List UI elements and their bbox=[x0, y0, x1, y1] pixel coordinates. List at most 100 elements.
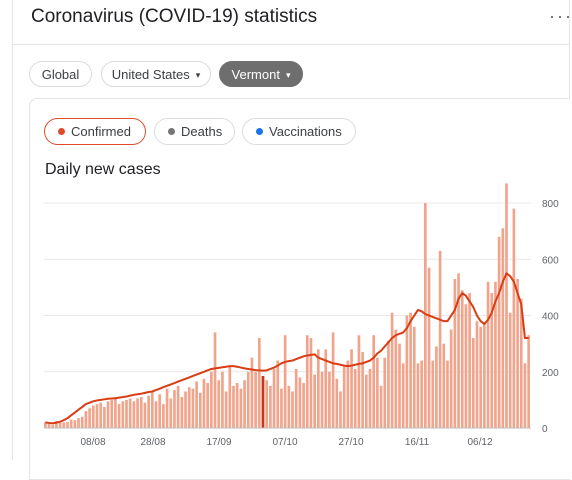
bar bbox=[350, 349, 353, 428]
bar bbox=[143, 402, 147, 428]
location-chip-label: Global bbox=[41, 67, 80, 82]
bar bbox=[379, 385, 383, 428]
bar bbox=[431, 360, 435, 428]
bar bbox=[62, 422, 66, 428]
bar bbox=[224, 391, 228, 428]
bar bbox=[420, 360, 423, 428]
bar bbox=[424, 203, 427, 428]
y-tick-label: 800 bbox=[542, 199, 559, 210]
bar bbox=[165, 388, 169, 428]
location-chip-label: United States bbox=[111, 67, 190, 82]
bar bbox=[162, 404, 165, 428]
bar bbox=[291, 391, 294, 428]
bar bbox=[250, 357, 254, 428]
bar bbox=[453, 278, 457, 428]
bar bbox=[80, 416, 84, 428]
bar bbox=[364, 374, 368, 428]
bar bbox=[95, 404, 99, 428]
stats-card: Confirmed Deaths Vaccinations Daily new … bbox=[29, 98, 570, 480]
bar bbox=[139, 397, 143, 428]
bar bbox=[427, 267, 431, 428]
y-tick-label: 0 bbox=[542, 424, 548, 435]
bar bbox=[280, 388, 283, 428]
bar bbox=[210, 371, 213, 428]
y-tick-label: 200 bbox=[542, 368, 559, 379]
x-tick-label: 17/09 bbox=[206, 437, 231, 448]
bar bbox=[239, 388, 243, 428]
metric-tab-deaths[interactable]: Deaths bbox=[154, 118, 235, 145]
y-tick-label: 600 bbox=[542, 255, 559, 266]
bar bbox=[390, 312, 394, 428]
more-options-icon[interactable]: ··· bbox=[549, 6, 572, 26]
bar bbox=[187, 387, 191, 428]
bar bbox=[77, 418, 80, 428]
bar bbox=[486, 281, 490, 428]
location-chip-label: Vermont bbox=[231, 67, 280, 82]
bar bbox=[324, 349, 328, 428]
bar bbox=[128, 398, 132, 428]
chart-title: Daily new cases bbox=[45, 161, 161, 178]
bar bbox=[394, 329, 398, 428]
bar bbox=[173, 390, 176, 428]
bar bbox=[257, 338, 261, 428]
bar bbox=[213, 332, 217, 428]
bar bbox=[468, 293, 471, 428]
bar bbox=[449, 329, 453, 428]
x-tick-label: 06/12 bbox=[467, 437, 492, 448]
bar bbox=[398, 343, 401, 428]
location-chip-global[interactable]: Global bbox=[29, 61, 92, 87]
y-tick-label: 400 bbox=[542, 312, 559, 323]
bar bbox=[91, 405, 95, 428]
bar bbox=[125, 399, 128, 428]
bar bbox=[501, 228, 505, 428]
bar bbox=[55, 420, 58, 428]
bar bbox=[387, 340, 390, 428]
bar bbox=[416, 363, 420, 428]
metric-tab-vaccinations[interactable]: Vaccinations bbox=[242, 118, 356, 145]
bar bbox=[150, 391, 154, 428]
bar bbox=[47, 423, 51, 428]
bar bbox=[154, 401, 158, 428]
bar bbox=[442, 343, 446, 428]
bar bbox=[339, 391, 342, 428]
bar bbox=[272, 368, 276, 428]
bar bbox=[508, 312, 512, 428]
bar bbox=[409, 312, 412, 428]
bar bbox=[136, 398, 139, 428]
bar bbox=[401, 363, 405, 428]
location-chip-region[interactable]: Vermont ▾ bbox=[219, 61, 303, 87]
bar bbox=[69, 419, 73, 428]
bar bbox=[180, 397, 184, 428]
bar bbox=[217, 380, 221, 428]
x-tick-label: 27/10 bbox=[338, 437, 363, 448]
bar bbox=[309, 338, 313, 428]
bar bbox=[460, 290, 464, 428]
bar bbox=[298, 377, 302, 428]
bar bbox=[117, 404, 121, 428]
bar bbox=[516, 278, 519, 428]
x-tick-label: 16/11 bbox=[405, 437, 430, 448]
location-chip-country[interactable]: United States ▾ bbox=[101, 61, 211, 87]
bar bbox=[44, 422, 47, 428]
bar bbox=[235, 383, 239, 428]
chevron-down-icon: ▾ bbox=[285, 70, 291, 80]
bar bbox=[169, 398, 173, 428]
daily-cases-chart: 0 200 400 600 800 08/08 28/08 17/09 07/10 27/10 16… bbox=[44, 183, 559, 448]
bar bbox=[527, 335, 530, 428]
bar bbox=[246, 371, 250, 428]
bar bbox=[88, 408, 91, 428]
bar bbox=[519, 298, 523, 428]
bar bbox=[287, 385, 291, 428]
bar bbox=[73, 420, 77, 428]
bar bbox=[505, 183, 508, 428]
bar bbox=[457, 273, 460, 428]
bar bbox=[114, 397, 117, 428]
bar bbox=[202, 378, 206, 428]
bar bbox=[302, 383, 305, 428]
bar bbox=[110, 399, 114, 428]
bar bbox=[383, 357, 387, 428]
metric-tab-confirmed[interactable]: Confirmed bbox=[44, 118, 146, 145]
bar bbox=[320, 371, 324, 428]
bar bbox=[435, 346, 438, 428]
bar bbox=[58, 422, 62, 428]
